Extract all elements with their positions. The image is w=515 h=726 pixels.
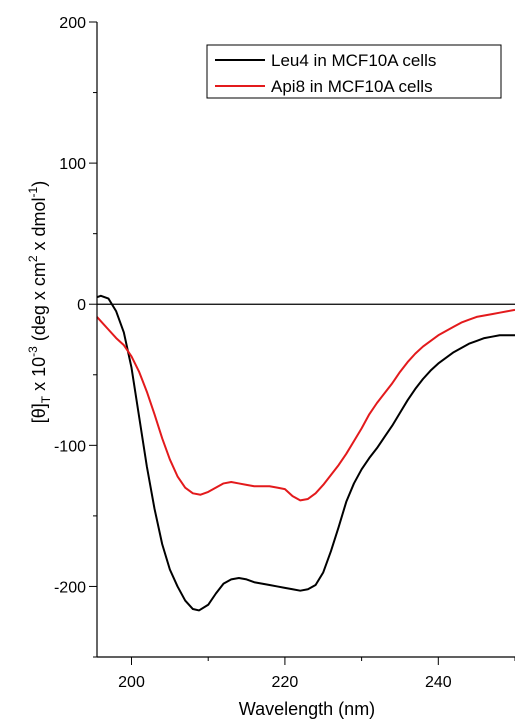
y-label-unit-a-exp: 2 [26,255,40,262]
legend-box [206,44,502,99]
y-tick-label: 0 [77,297,86,314]
axis-layer: 200 100 0 -100 -200 200 220 240 [54,15,515,691]
series-line-api8 [96,308,515,502]
series-line-leu4 [96,294,515,612]
y-label-unit-b: x dmol [29,197,49,255]
x-tick-label: 240 [425,674,452,691]
y-label-sub: T [39,395,53,403]
y-tick-label: -100 [54,438,86,455]
y-axis-label: [θ]T x 10-3 (deg x cm2 x dmol-1) [26,181,53,423]
y-label-theta: [θ] [29,403,49,423]
series-layer [96,294,515,612]
y-label-unit-a: (deg x cm [29,262,49,346]
x-axis-label: Wavelength (nm) [239,699,375,719]
y-label-exp: -3 [26,346,40,357]
x-tick-label: 200 [118,674,145,691]
legend-label-api8: Api8 in MCF10A cells [271,77,433,96]
y-tick-label: 100 [59,156,86,173]
x-tick-label: 220 [272,674,299,691]
legend: Leu4 in MCF10A cells Api8 in MCF10A cell… [206,44,502,99]
y-tick-label: -200 [54,579,86,596]
legend-label-leu4: Leu4 in MCF10A cells [271,51,436,70]
y-label-mid: x 10 [29,357,49,396]
y-label-unit-end: ) [29,181,49,187]
y-tick-label: 200 [59,15,86,32]
y-label-unit-b-exp: -1 [26,186,40,197]
